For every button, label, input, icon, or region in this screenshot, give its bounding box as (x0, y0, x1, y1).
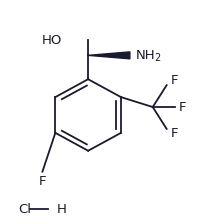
Text: Cl: Cl (18, 203, 32, 216)
Text: F: F (39, 175, 46, 188)
Text: NH: NH (136, 49, 156, 62)
Text: F: F (171, 74, 178, 87)
Text: F: F (179, 101, 186, 114)
Text: H: H (56, 203, 66, 216)
Polygon shape (88, 52, 130, 59)
Text: F: F (171, 127, 178, 140)
Text: 2: 2 (155, 53, 161, 63)
Text: HO: HO (42, 34, 62, 47)
